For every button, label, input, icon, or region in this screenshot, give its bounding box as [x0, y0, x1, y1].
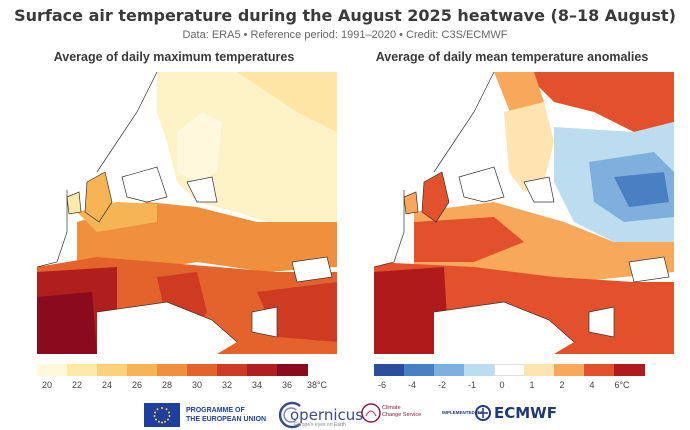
colorbar-tick-label: 28	[161, 380, 173, 390]
footer-logos: PROGRAMME OF THE EUROPEAN UNION opernicu…	[0, 396, 690, 430]
colorbar-segment	[524, 364, 555, 376]
max-temperature-colorbar	[37, 364, 308, 376]
colorbar-segment	[157, 364, 188, 376]
colorbar-segment	[584, 364, 615, 376]
colorbar-segment	[434, 364, 465, 376]
colorbar-tick-label: -4	[407, 380, 417, 390]
panel-title-temperature-anomaly: Average of daily mean temperature anomal…	[375, 50, 649, 64]
colorbar-segment	[247, 364, 278, 376]
colorbar-segment	[277, 364, 308, 376]
colorbar-tick-label: 38°C	[306, 380, 328, 390]
colorbar-tick-label: 22	[71, 380, 83, 390]
colorbar-segment	[217, 364, 248, 376]
colorbar-tick-label: 34	[251, 380, 263, 390]
temperature-anomaly-colorbar	[374, 364, 645, 376]
ecmwf-logo-icon	[475, 405, 491, 421]
colorbar-segment	[374, 364, 405, 376]
eu-flag-icon	[144, 403, 180, 427]
colorbar-tick-label: -1	[467, 380, 477, 390]
c3s-text: Climate Change Service	[382, 405, 422, 418]
colorbar-segment	[37, 364, 68, 376]
colorbar-segment	[127, 364, 158, 376]
panel-title-max-temperature: Average of daily maximum temperatures	[53, 50, 295, 64]
implemented-by-label: IMPLEMENTED BY	[442, 410, 483, 415]
colorbar-segment	[614, 364, 645, 376]
colorbar-tick-label: 36	[281, 380, 293, 390]
colorbar-segment	[554, 364, 585, 376]
page-title: Surface air temperature during the Augus…	[14, 6, 676, 25]
colorbar-tick-label: -2	[437, 380, 447, 390]
colorbar-tick-label: 2	[559, 380, 565, 390]
temperature-anomaly-map	[374, 72, 674, 354]
colorbar-tick-label: 30	[191, 380, 203, 390]
c3s-logo-icon	[361, 403, 381, 423]
colorbar-tick-label: 20	[41, 380, 53, 390]
colorbar-tick-label: 32	[221, 380, 233, 390]
colorbar-tick-label: 4	[589, 380, 595, 390]
ecmwf-wordmark: ECMWF	[494, 404, 557, 422]
colorbar-segment	[494, 364, 525, 376]
copernicus-logo-icon	[278, 401, 301, 429]
copernicus-wordmark: opernicus	[290, 406, 364, 424]
copernicus-tagline: Europe's eyes on Earth	[294, 422, 346, 428]
colorbar-tick-label: 26	[131, 380, 143, 390]
max-temperature-map	[37, 72, 337, 354]
colorbar-tick-label: -6	[377, 380, 387, 390]
colorbar-tick-label: 1	[529, 380, 535, 390]
eu-programme-text: PROGRAMME OF THE EUROPEAN UNION	[186, 407, 267, 423]
colorbar-segment	[97, 364, 128, 376]
colorbar-segment	[404, 364, 435, 376]
colorbar-tick-label: 24	[101, 380, 113, 390]
colorbar-segment	[464, 364, 495, 376]
colorbar-segment	[187, 364, 218, 376]
colorbar-tick-label: 6°C	[614, 380, 630, 390]
page-subtitle: Data: ERA5 • Reference period: 1991–2020…	[182, 29, 508, 41]
colorbar-tick-label: 0	[499, 380, 505, 390]
colorbar-segment	[67, 364, 98, 376]
